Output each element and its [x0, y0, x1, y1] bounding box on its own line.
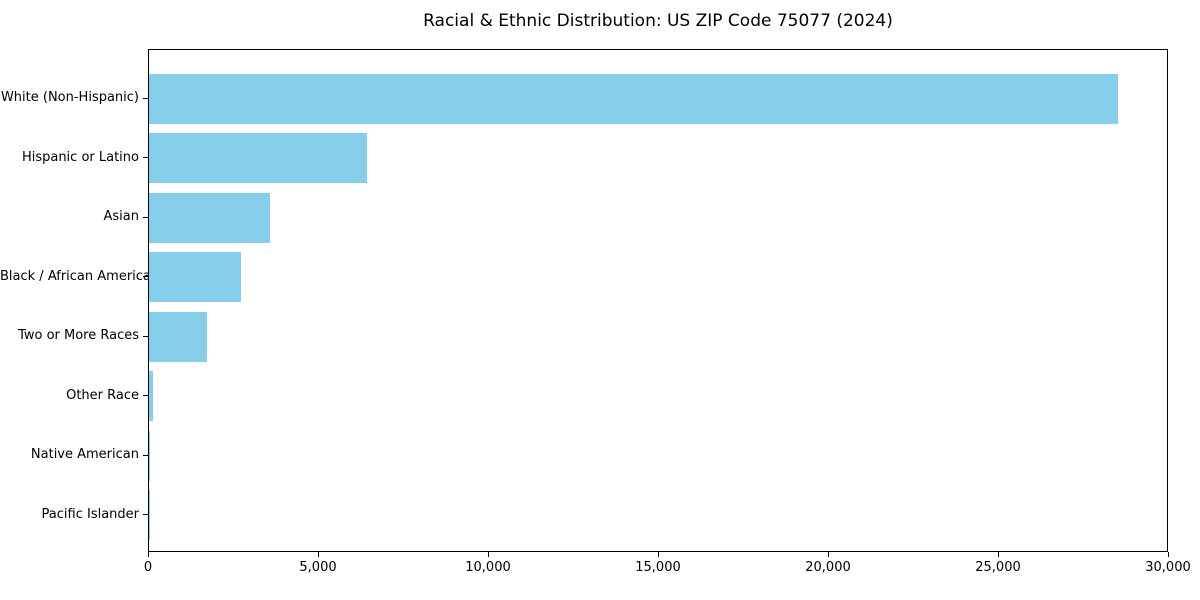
bar [149, 192, 270, 243]
bar [149, 133, 367, 183]
x-tick-label: 30,000 [1145, 560, 1191, 575]
x-tick-mark [658, 552, 659, 557]
x-tick-label: 15,000 [635, 560, 681, 575]
x-tick-label: 25,000 [975, 560, 1021, 575]
x-axis-labels: 0 5,000 10,000 15,000 20,000 25,000 30,000 [0, 560, 1200, 580]
y-tick-label: Pacific Islander [41, 506, 139, 522]
y-tick-mark [143, 514, 148, 515]
y-tick-mark [143, 395, 148, 396]
bar [149, 73, 1118, 124]
bar [149, 430, 150, 481]
y-axis-labels: White (Non-Hispanic) Hispanic or Latino As… [0, 49, 160, 552]
y-tick-label: Hispanic or Latino [21, 149, 139, 165]
x-tick-label: 20,000 [805, 560, 851, 575]
x-tick-mark [828, 552, 829, 557]
y-tick-label: Black / African American [0, 268, 160, 284]
x-tick-label: 5,000 [299, 560, 337, 575]
bar [149, 371, 154, 421]
bar [149, 252, 241, 302]
y-tick-label: Other Race [66, 387, 139, 403]
x-tick-mark [488, 552, 489, 557]
y-tick-mark [143, 335, 148, 337]
y-tick-label: Asian [103, 209, 139, 224]
x-tick-mark [998, 552, 999, 557]
y-tick-label: White (Non-Hispanic) [0, 90, 139, 105]
y-tick-label: Two or More Races [18, 328, 139, 343]
x-tick-mark [318, 552, 319, 557]
plot-area [148, 49, 1168, 552]
y-tick-label: Native American [30, 447, 139, 462]
y-tick-mark [143, 454, 148, 456]
y-tick-mark [143, 97, 148, 99]
y-tick-mark [143, 216, 148, 218]
x-tick-mark [148, 552, 149, 557]
x-tick-label: 10,000 [465, 560, 511, 575]
bar [149, 311, 207, 362]
bars-layer [149, 50, 1167, 551]
x-tick-mark [1168, 552, 1169, 557]
x-tick-label: 0 [143, 560, 153, 575]
y-tick-mark [143, 157, 148, 158]
y-tick-mark [143, 276, 148, 277]
chart-title: Racial & Ethnic Distribution: US ZIP Cod… [423, 11, 893, 31]
